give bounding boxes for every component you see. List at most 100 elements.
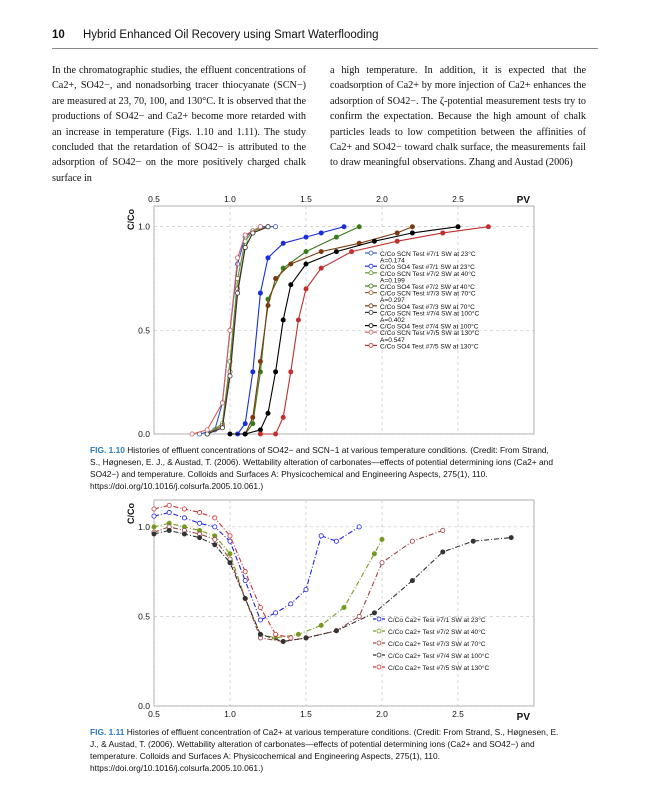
data-point (273, 431, 279, 437)
data-point (204, 431, 210, 437)
legend-label: A=0.547 (380, 337, 405, 344)
y-tick-label: 1.0 (138, 522, 150, 532)
legend-label: C/Co SO4 Test #7/4 SW at 100°C (380, 323, 479, 331)
x-tick-label: 0.5 (148, 194, 160, 204)
data-point (227, 551, 233, 557)
data-point (440, 527, 446, 533)
legend-marker (368, 270, 374, 276)
data-point (318, 265, 324, 271)
series-line (230, 226, 459, 435)
data-point (295, 631, 301, 637)
data-point (235, 290, 241, 296)
data-point (242, 578, 248, 584)
x-tick-label: 2.5 (452, 194, 464, 204)
legend-label: C/Co SO4 Test #7/1 SW at 23°C (380, 263, 475, 271)
legend-marker (368, 323, 374, 329)
data-point (333, 234, 339, 240)
data-point (341, 224, 347, 230)
body-right-column: a high temperature. In addition, it is e… (330, 65, 586, 169)
data-point (197, 520, 203, 526)
legend-marker (368, 303, 374, 309)
y-tick-label: 0.5 (138, 611, 150, 621)
y-axis-label: C/Co (126, 503, 136, 524)
legend-label: C/Co Ca2+ Test #7/2 SW at 40°C (388, 628, 486, 636)
legend-label: C/Co Ca2+ Test #7/1 SW at 23°C (388, 616, 486, 624)
data-point (356, 613, 362, 619)
x-tick-label: 1.0 (224, 709, 236, 719)
figure-1-11-label: FIG. 1.11 (90, 727, 125, 737)
data-point (273, 369, 279, 375)
data-point (265, 410, 271, 416)
header-rule (52, 48, 598, 49)
plot-frame (153, 205, 535, 435)
data-point (257, 290, 263, 296)
data-point (280, 317, 286, 323)
data-point (333, 538, 339, 544)
x-tick-label: 2.0 (376, 194, 388, 204)
data-point (242, 569, 248, 575)
y-tick-label: 0.0 (138, 429, 150, 439)
legend-marker (368, 263, 374, 269)
legend-label: A=0.402 (380, 317, 405, 324)
legend-label: C/Co SCN Test #7/2 SW at 40°C (380, 270, 476, 278)
series-line (153, 529, 512, 643)
legend-marker (368, 283, 374, 289)
data-point (204, 427, 210, 433)
data-point (409, 538, 415, 544)
data-point (189, 431, 195, 437)
series-line (244, 226, 360, 435)
legend-label: C/Co Ca2+ Test #7/5 SW at 130°C (388, 664, 490, 672)
legend-label: C/Co SO4 Test #7/2 SW at 40°C (380, 283, 475, 291)
data-point (318, 622, 324, 628)
data-point (440, 230, 446, 236)
data-point (379, 560, 385, 566)
series-line (153, 522, 383, 639)
legend-marker (376, 628, 382, 634)
series-line (153, 526, 443, 643)
data-point (265, 224, 271, 230)
data-point (257, 631, 263, 637)
data-point (349, 249, 355, 255)
series-line (153, 511, 360, 621)
data-point (235, 255, 241, 261)
data-point (394, 230, 400, 236)
data-point (273, 224, 279, 230)
legend-label: C/Co SO4 Test #7/3 SW at 70°C (380, 303, 475, 311)
data-point (333, 628, 339, 634)
data-point (257, 431, 263, 437)
legend-marker (368, 290, 374, 295)
data-point (371, 238, 377, 244)
data-point (257, 604, 263, 610)
data-point (303, 635, 309, 641)
data-point (181, 506, 187, 512)
data-point (242, 596, 248, 602)
data-point (409, 578, 415, 584)
data-point (440, 549, 446, 555)
data-point (303, 587, 309, 593)
legend-label: C/Co SCN Test #7/5 SW at 130°C (380, 329, 480, 337)
data-point (333, 249, 339, 255)
x-tick-label: 2.5 (452, 709, 464, 719)
data-point (265, 255, 271, 261)
data-point (303, 261, 309, 267)
data-point (227, 431, 233, 437)
data-point (295, 317, 301, 323)
data-point (485, 224, 491, 230)
data-point (181, 531, 187, 537)
legend-label: C/Co SO4 Test #7/5 SW at 130°C (380, 342, 479, 350)
data-point (212, 524, 218, 530)
data-point (227, 560, 233, 566)
legend-label: A=0.297 (380, 297, 405, 304)
page-header: 10 Hybrid Enhanced Oil Recovery using Sm… (52, 29, 379, 41)
data-point (166, 510, 172, 516)
data-point (341, 604, 347, 610)
x-axis-label: PV (517, 712, 531, 722)
data-point (181, 515, 187, 521)
legend-marker (376, 640, 382, 646)
legend-marker (368, 310, 374, 315)
figure-1-10-caption-text: Histories of effluent concentrations of … (90, 445, 553, 491)
data-point (288, 282, 294, 288)
data-point (303, 234, 309, 240)
data-point (197, 535, 203, 541)
